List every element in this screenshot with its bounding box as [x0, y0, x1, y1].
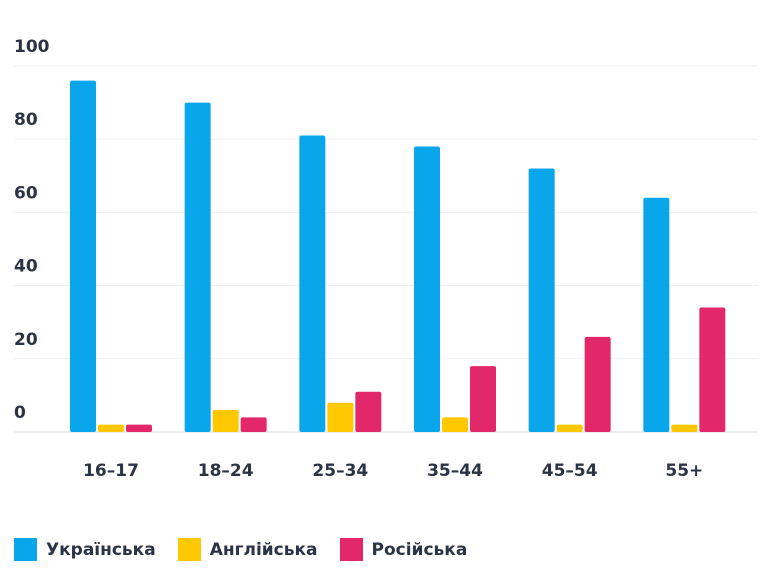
x-category-label: 55+	[665, 461, 703, 481]
bar-english[interactable]	[671, 424, 698, 432]
y-tick-label: 100	[14, 37, 50, 57]
legend-swatch-english	[177, 538, 201, 561]
bar-russian[interactable]	[584, 336, 611, 432]
legend-label: Російська	[371, 539, 468, 560]
x-category-label: 35–44	[427, 461, 483, 481]
y-tick-label: 0	[14, 403, 26, 423]
legend-item-english[interactable]: Англійська	[177, 538, 318, 561]
legend-swatch-ukrainian	[14, 538, 37, 561]
y-tick-label: 80	[14, 110, 38, 130]
legend-item-russian[interactable]: Російська	[339, 538, 468, 561]
bar-russian[interactable]	[699, 307, 726, 432]
legend-swatch-russian	[339, 538, 363, 561]
bar-ukrainian[interactable]	[414, 146, 440, 432]
x-category-label: 18–24	[198, 461, 254, 481]
gridlines	[14, 65, 758, 433]
bar-chart: 0 20 40 60 80 100 16–17 18–24 25–34 35–44 45–54 55…	[14, 37, 758, 481]
x-category-label: 45–54	[542, 461, 598, 481]
bar-russian[interactable]	[355, 391, 382, 432]
bar-ukrainian[interactable]	[528, 168, 555, 433]
y-axis-ticks: 0 20 40 60 80 100	[14, 37, 50, 423]
bar-russian[interactable]	[470, 366, 496, 432]
bars	[70, 80, 726, 433]
legend-label: Українська	[46, 539, 156, 560]
bar-russian[interactable]	[126, 424, 152, 432]
x-category-label: 25–34	[312, 461, 368, 481]
bar-ukrainian[interactable]	[184, 102, 211, 432]
x-axis-categories: 16–17 18–24 25–34 35–44 45–54 55+	[83, 461, 703, 481]
legend-item-ukrainian[interactable]: Українська	[14, 538, 156, 561]
bar-english[interactable]	[212, 410, 239, 432]
legend-label: Англійська	[209, 539, 318, 560]
y-tick-label: 20	[14, 330, 38, 350]
bar-russian[interactable]	[240, 417, 267, 432]
bar-ukrainian[interactable]	[299, 135, 326, 433]
y-tick-label: 40	[14, 257, 38, 277]
bar-ukrainian[interactable]	[643, 197, 670, 432]
bar-english[interactable]	[98, 424, 124, 432]
bar-ukrainian[interactable]	[70, 80, 96, 432]
bar-english[interactable]	[442, 417, 468, 432]
x-category-label: 16–17	[83, 461, 139, 481]
bar-english[interactable]	[327, 402, 354, 432]
legend: Українська Англійська Російська	[14, 538, 489, 561]
y-tick-label: 60	[14, 183, 38, 203]
bar-english[interactable]	[556, 424, 583, 432]
